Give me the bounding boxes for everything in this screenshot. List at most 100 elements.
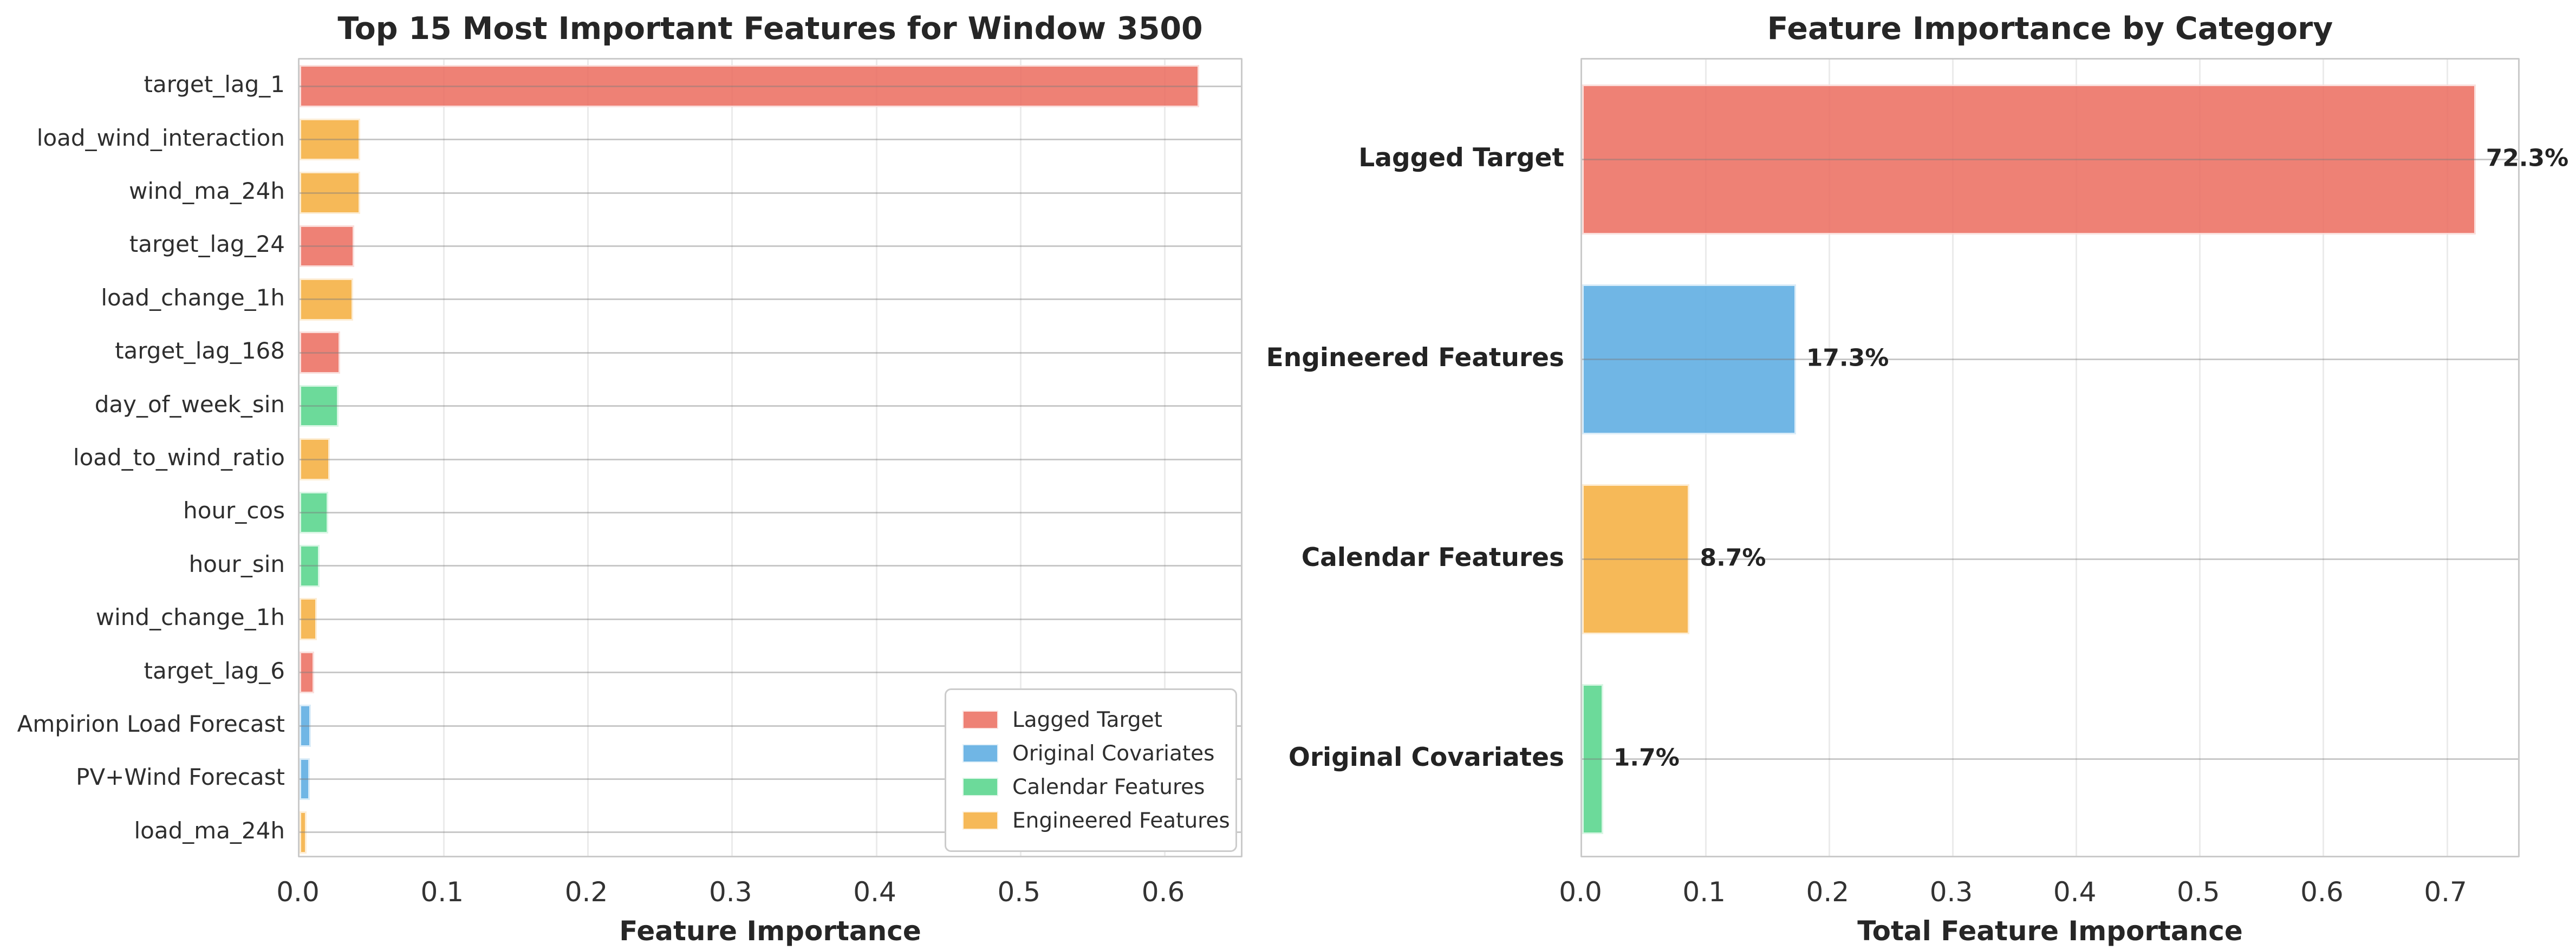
y-tick-label: Original Covariates: [1288, 742, 1564, 772]
bar-target-lag-6: [300, 651, 314, 694]
chart-title-category: Feature Importance by Category: [1767, 11, 2333, 47]
bar-original-covariates: [1582, 684, 1603, 834]
legend-label: Lagged Target: [1012, 707, 1162, 732]
gridline-h: [1582, 159, 2518, 160]
x-axis-label-feature-importance: Feature Importance: [619, 915, 921, 947]
x-tick-label: 0.2: [1806, 876, 1850, 908]
x-axis-label-total-importance: Total Feature Importance: [1857, 915, 2243, 947]
bar-target-lag-24: [300, 225, 355, 268]
bar-load-ma-24h: [300, 811, 307, 854]
gridline-h: [300, 352, 1241, 354]
x-tick-label: 0.7: [2424, 876, 2467, 908]
plot-area-category: [1580, 58, 2520, 857]
y-tick-label: Ampirion Load Forecast: [17, 710, 285, 737]
bar-wind-change-1h: [300, 598, 317, 641]
gridline-h: [300, 139, 1241, 141]
y-tick-label: Calendar Features: [1301, 542, 1564, 572]
y-tick-label: target_lag_168: [115, 337, 285, 365]
bar-pv-wind-forecast: [300, 758, 310, 801]
gridline-v: [875, 60, 877, 856]
gridline-h: [300, 831, 1241, 834]
bar-ampirion-load-forecast: [300, 705, 311, 747]
bar-lagged-target: [1582, 84, 2476, 235]
bar-day-of-week-sin: [300, 385, 339, 427]
bar-calendar-features: [1582, 484, 1690, 634]
x-tick-label: 0.6: [1141, 876, 1185, 908]
gridline-h: [300, 778, 1241, 780]
x-tick-label: 0.1: [420, 876, 464, 908]
legend-row: Engineered Features: [962, 804, 1230, 837]
y-tick-label: target_lag_1: [144, 71, 285, 98]
x-tick-label: 0.4: [853, 876, 896, 908]
bar-value-label: 72.3%: [2486, 144, 2569, 172]
legend-swatch-orange: [962, 811, 998, 830]
y-tick-label: load_wind_interaction: [36, 124, 285, 151]
y-tick-label: target_lag_6: [144, 657, 285, 684]
x-tick-label: 0.3: [1929, 876, 1973, 908]
gridline-v: [2323, 60, 2325, 856]
gridline-v: [587, 60, 589, 856]
bar-target-lag-168: [300, 331, 340, 374]
y-tick-label: hour_sin: [188, 550, 285, 577]
gridline-h: [300, 298, 1241, 301]
y-tick-label: target_lag_24: [129, 231, 285, 258]
gridline-h: [300, 458, 1241, 460]
gridline-v: [2199, 60, 2201, 856]
gridline-h: [300, 511, 1241, 513]
bar-load-wind-interaction: [300, 118, 360, 161]
gridline-v: [1164, 60, 1166, 856]
y-tick-label: Engineered Features: [1266, 342, 1564, 373]
bar-hour-sin: [300, 544, 320, 587]
x-tick-label: 0.2: [564, 876, 608, 908]
legend-row: Calendar Features: [962, 770, 1219, 804]
gridline-h: [1582, 558, 2518, 560]
legend-swatch-red: [962, 711, 998, 729]
bar-hour-cos: [300, 491, 329, 534]
legend-row: Lagged Target: [962, 703, 1219, 737]
y-tick-label: day_of_week_sin: [94, 391, 285, 418]
legend-label: Calendar Features: [1012, 775, 1205, 799]
legend-row: Original Covariates: [962, 737, 1219, 770]
x-tick-label: 0.0: [276, 876, 320, 908]
y-tick-label: load_ma_24h: [134, 817, 285, 844]
bar-engineered-features: [1582, 284, 1796, 434]
legend-label: Engineered Features: [1012, 808, 1230, 833]
bar-wind-ma-24h: [300, 172, 360, 214]
x-tick-label: 0.0: [1559, 876, 1602, 908]
gridline-v: [731, 60, 733, 856]
chart-title-top15: Top 15 Most Important Features for Windo…: [337, 11, 1203, 47]
gridline-v: [2076, 60, 2078, 856]
gridline-h: [300, 192, 1241, 194]
x-tick-label: 0.3: [709, 876, 752, 908]
legend-swatch-blue: [962, 744, 998, 763]
legend-swatch-green: [962, 778, 998, 796]
bar-load-to-wind-ratio: [300, 438, 330, 480]
gridline-h: [300, 85, 1241, 87]
gridline-v: [2446, 60, 2448, 856]
gridline-h: [300, 405, 1241, 407]
x-tick-label: 0.6: [2300, 876, 2344, 908]
y-tick-label: wind_ma_24h: [128, 177, 285, 204]
gridline-h: [1582, 758, 2518, 760]
bar-value-label: 17.3%: [1806, 344, 1889, 372]
gridline-h: [1582, 359, 2518, 360]
y-tick-label: load_change_1h: [101, 284, 285, 311]
y-tick-label: hour_cos: [183, 497, 285, 524]
gridline-h: [300, 565, 1241, 567]
y-tick-label: wind_change_1h: [95, 604, 285, 631]
x-tick-label: 0.5: [997, 876, 1041, 908]
gridline-v: [1828, 60, 1830, 856]
legend: Lagged Target Original Covariates Calendar…: [945, 688, 1237, 852]
bar-value-label: 1.7%: [1613, 744, 1680, 771]
x-tick-label: 0.5: [2177, 876, 2220, 908]
gridline-h: [300, 725, 1241, 727]
gridline-h: [300, 618, 1241, 620]
x-tick-label: 0.4: [2053, 876, 2097, 908]
y-tick-label: Lagged Target: [1358, 142, 1564, 173]
y-tick-label: load_to_wind_ratio: [73, 444, 285, 471]
y-tick-label: PV+Wind Forecast: [76, 764, 285, 791]
bar-target-lag-1: [300, 65, 1200, 108]
